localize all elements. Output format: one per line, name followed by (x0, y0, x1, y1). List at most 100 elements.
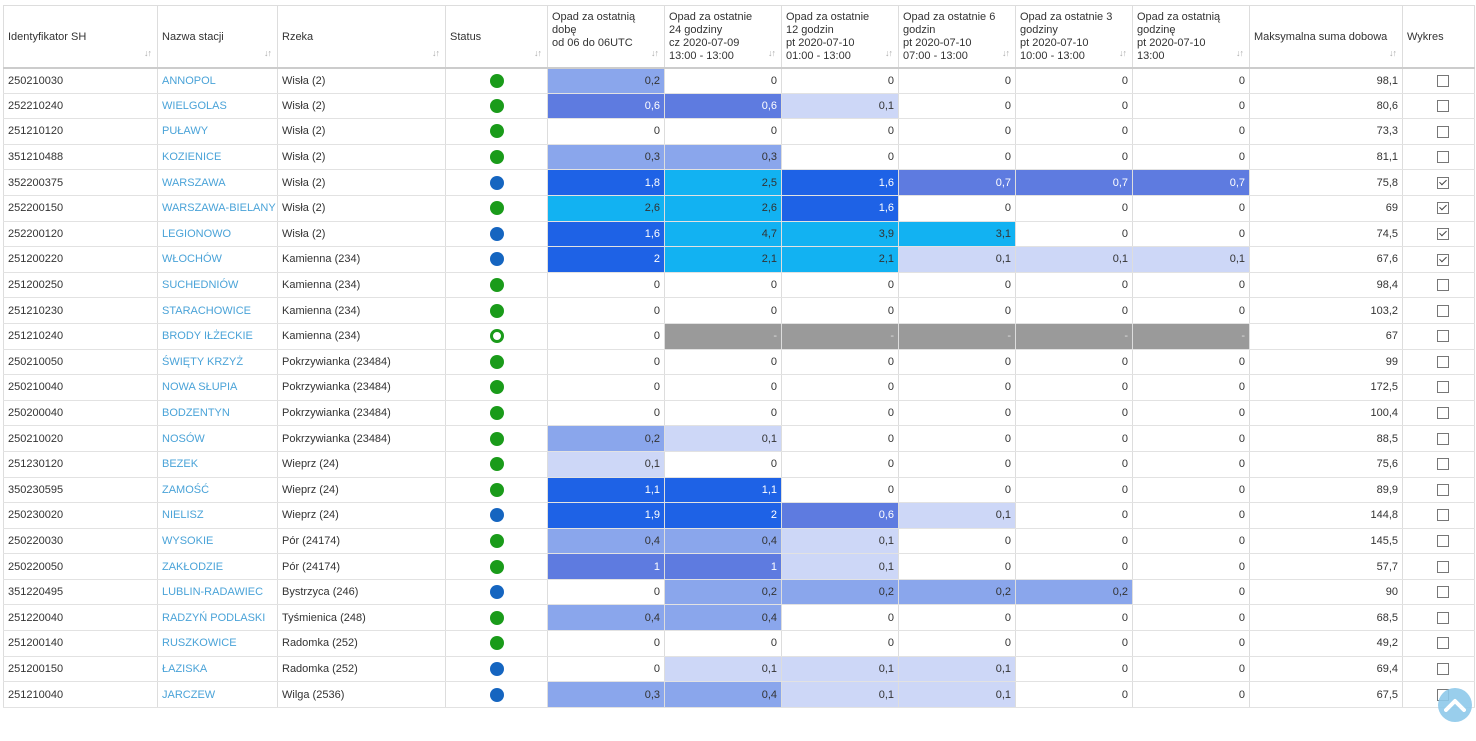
chart-checkbox[interactable] (1437, 483, 1449, 496)
chart-checkbox[interactable] (1437, 663, 1449, 675)
station-name-link[interactable]: NIELISZ (157, 502, 278, 529)
chart-checkbox[interactable] (1437, 637, 1449, 650)
station-name-link[interactable]: WŁOCHÓW (157, 246, 278, 273)
header-label: Opad za ostatnie 24 godziny cz 2020-07-0… (669, 11, 753, 62)
station-name-link[interactable]: ZAKŁODZIE (157, 553, 278, 580)
chart-checkbox[interactable] (1437, 304, 1449, 317)
chart-checkbox[interactable] (1437, 535, 1449, 548)
header-col-precip-1h[interactable]: Opad za ostatnią godzinę pt 2020-07-10 1… (1132, 5, 1250, 69)
header-col-chart[interactable]: Wykres (1402, 5, 1475, 69)
river-name: Kamienna (234) (277, 323, 446, 350)
precip-value: 0,3 (664, 144, 782, 171)
station-name-link[interactable]: LUBLIN-RADAWIEC (157, 579, 278, 606)
station-name-link[interactable]: BEZEK (157, 451, 278, 478)
scroll-to-top-button[interactable] (1438, 688, 1472, 722)
precip-value: 0 (1132, 349, 1250, 376)
chart-checkbox[interactable] (1437, 74, 1449, 87)
chart-checkbox[interactable] (1437, 381, 1449, 394)
precip-value: 0 (781, 144, 899, 171)
precip-value: 0 (1132, 477, 1250, 504)
chart-checkbox[interactable] (1437, 355, 1449, 368)
chart-checkbox[interactable] (1437, 330, 1449, 343)
chart-checkbox[interactable] (1437, 560, 1449, 573)
station-name-link[interactable]: LEGIONOWO (157, 221, 278, 248)
table-row: 250210050 ŚWIĘTY KRZYŻ Pokrzywianka (23484… (3, 349, 1475, 376)
chart-checkbox[interactable] (1437, 611, 1449, 624)
sort-arrows-icon[interactable]: ↓↑ (768, 47, 776, 58)
sort-arrows-icon[interactable]: ↓↑ (534, 47, 542, 58)
sort-arrows-icon[interactable]: ↓↑ (432, 47, 440, 58)
station-name-link[interactable]: NOSÓW (157, 425, 278, 452)
header-col-precip-day[interactable]: Opad za ostatnią dobę od 06 do 06UTC ↓↑ (547, 5, 665, 69)
station-id: 251230120 (3, 451, 158, 478)
chart-checkbox[interactable] (1437, 407, 1449, 420)
chart-checkbox[interactable] (1437, 458, 1449, 471)
status-cell (445, 118, 548, 145)
table-row: 251230120 BEZEK Wieprz (24) 0,1 0 0 0 0 0 75,6 (3, 451, 1475, 478)
sort-arrows-icon[interactable]: ↓↑ (264, 47, 272, 58)
table-header-row: Identyfikator SH ↓↑ Nazwa stacji ↓↑ Rzeka ↓↑ S… (3, 5, 1475, 69)
sort-arrows-icon[interactable]: ↓↑ (144, 47, 152, 58)
chart-toggle-cell (1402, 169, 1475, 196)
chart-checkbox[interactable] (1437, 279, 1449, 292)
chart-checkbox[interactable] (1437, 253, 1449, 266)
status-dot-icon (489, 610, 504, 625)
river-name: Wisła (2) (277, 93, 446, 120)
header-col-precip-12h[interactable]: Opad za ostatnie 12 godzin pt 2020-07-10… (781, 5, 899, 69)
sort-arrows-icon[interactable]: ↓↑ (1389, 47, 1397, 58)
station-name-link[interactable]: WARSZAWA-BIELANY (157, 195, 278, 222)
header-col-precip-3h[interactable]: Opad za ostatnie 3 godziny pt 2020-07-10… (1015, 5, 1133, 69)
chart-checkbox[interactable] (1437, 586, 1449, 599)
station-name-link[interactable]: BODZENTYN (157, 400, 278, 427)
station-id: 252200150 (3, 195, 158, 222)
chart-toggle-cell (1402, 221, 1475, 248)
header-col-river[interactable]: Rzeka ↓↑ (277, 5, 446, 69)
chart-checkbox[interactable] (1437, 99, 1449, 112)
station-name-link[interactable]: PUŁAWY (157, 118, 278, 145)
header-col-station[interactable]: Nazwa stacji ↓↑ (157, 5, 278, 69)
station-name-link[interactable]: KOZIENICE (157, 144, 278, 171)
station-name-link[interactable]: SUCHEDNIÓW (157, 272, 278, 299)
river-name: Wisła (2) (277, 144, 446, 171)
station-name-link[interactable]: ŚWIĘTY KRZYŻ (157, 349, 278, 376)
chart-checkbox[interactable] (1437, 202, 1449, 215)
header-col-max-daily[interactable]: Maksymalna suma dobowa ↓↑ (1249, 5, 1403, 69)
sort-arrows-icon[interactable]: ↓↑ (1236, 47, 1244, 58)
precip-value: 0 (1015, 67, 1133, 94)
river-name: Pór (24174) (277, 553, 446, 580)
chart-checkbox[interactable] (1437, 509, 1449, 522)
sort-arrows-icon[interactable]: ↓↑ (1119, 47, 1127, 58)
chart-checkbox[interactable] (1437, 125, 1449, 138)
precip-value: 0 (781, 400, 899, 427)
sort-arrows-icon[interactable]: ↓↑ (1002, 47, 1010, 58)
chart-checkbox[interactable] (1437, 151, 1449, 164)
sort-arrows-icon[interactable]: ↓↑ (651, 47, 659, 58)
header-col-precip-6h[interactable]: Opad za ostatnie 6 godzin pt 2020-07-10 … (898, 5, 1016, 69)
station-name-link[interactable]: ANNOPOL (157, 67, 278, 94)
chart-checkbox[interactable] (1437, 227, 1449, 240)
precip-value: 0 (781, 118, 899, 145)
station-name-link[interactable]: ŁAZISKA (157, 656, 278, 683)
chart-toggle-cell (1402, 502, 1475, 529)
chart-checkbox[interactable] (1437, 432, 1449, 445)
station-name-link[interactable]: JARCZEW (157, 681, 278, 708)
chart-checkbox[interactable] (1437, 176, 1449, 189)
station-name-link[interactable]: RADZYŃ PODLASKI (157, 604, 278, 632)
station-name-link[interactable]: BRODY IŁŻECKIE (157, 323, 278, 350)
precip-value: 0 (1015, 118, 1133, 145)
header-col-precip-24h[interactable]: Opad za ostatnie 24 godziny cz 2020-07-0… (664, 5, 782, 69)
station-name-link[interactable]: WARSZAWA (157, 169, 278, 196)
station-name-link[interactable]: WYSOKIE (157, 528, 278, 555)
precip-value: 0,1 (781, 528, 899, 555)
station-name-link[interactable]: NOWA SŁUPIA (157, 374, 278, 401)
precip-value: 0 (898, 425, 1016, 452)
station-name-link[interactable]: STARACHOWICE (157, 297, 278, 324)
header-col-id[interactable]: Identyfikator SH ↓↑ (3, 5, 158, 69)
station-name-link[interactable]: ZAMOŚĆ (157, 477, 278, 504)
header-col-status[interactable]: Status ↓↑ (445, 5, 548, 69)
station-name-link[interactable]: RUSZKOWICE (157, 630, 278, 657)
chart-toggle-cell (1402, 604, 1475, 632)
sort-arrows-icon[interactable]: ↓↑ (885, 47, 893, 58)
status-cell (445, 400, 548, 427)
station-name-link[interactable]: WIELGOLAS (157, 93, 278, 120)
